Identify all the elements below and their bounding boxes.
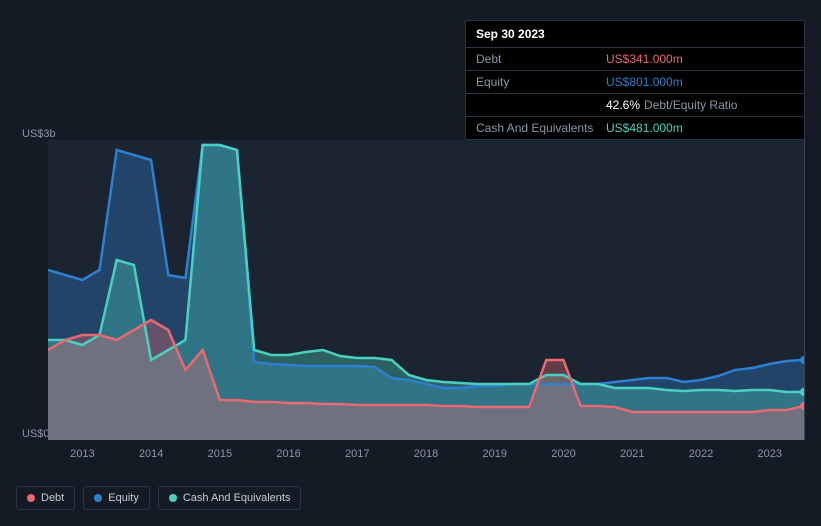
tooltip-row: EquityUS$801.000m [466,71,804,94]
legend-dot [27,494,35,502]
tooltip-row-suffix: Debt/Equity Ratio [644,98,737,112]
legend-dot [94,494,102,502]
vertical-marker [804,140,805,440]
x-axis-tick: 2016 [254,448,323,460]
x-axis-tick: 2018 [392,448,461,460]
y-axis-label-min: US$0 [22,428,50,440]
tooltip-row: Cash And EquivalentsUS$481.000m [466,117,804,139]
x-axis: 2013201420152016201720182019202020212022… [48,448,804,460]
chart-plot [48,140,804,440]
x-axis-tick: 2020 [529,448,598,460]
legend: Debt Equity Cash And Equivalents [16,486,301,510]
tooltip-row-label: Debt [476,52,606,66]
tooltip: Sep 30 2023 DebtUS$341.000mEquityUS$801.… [465,20,805,140]
tooltip-row-label: Cash And Equivalents [476,121,606,135]
y-axis-label-max: US$3b [22,128,56,140]
x-axis-tick: 2013 [48,448,117,460]
tooltip-row-label: Equity [476,75,606,89]
tooltip-row: 42.6% Debt/Equity Ratio [466,94,804,117]
legend-item[interactable]: Equity [83,486,150,510]
x-axis-tick: 2021 [598,448,667,460]
x-axis-tick: 2014 [117,448,186,460]
x-axis-tick: 2017 [323,448,392,460]
tooltip-row-value: US$341.000m [606,52,683,66]
legend-item[interactable]: Debt [16,486,75,510]
legend-label: Cash And Equivalents [183,492,291,504]
tooltip-row-value: US$481.000m [606,121,683,135]
chart-svg [48,140,804,440]
x-axis-tick: 2015 [185,448,254,460]
x-axis-tick: 2022 [667,448,736,460]
x-axis-tick: 2023 [735,448,804,460]
legend-label: Debt [41,492,64,504]
legend-dot [169,494,177,502]
tooltip-date: Sep 30 2023 [466,21,804,48]
tooltip-row: DebtUS$341.000m [466,48,804,71]
tooltip-row-value: US$801.000m [606,75,683,89]
tooltip-row-value: 42.6% [606,98,640,112]
tooltip-row-label [476,98,606,112]
legend-item[interactable]: Cash And Equivalents [158,486,302,510]
x-axis-tick: 2019 [460,448,529,460]
legend-label: Equity [108,492,139,504]
